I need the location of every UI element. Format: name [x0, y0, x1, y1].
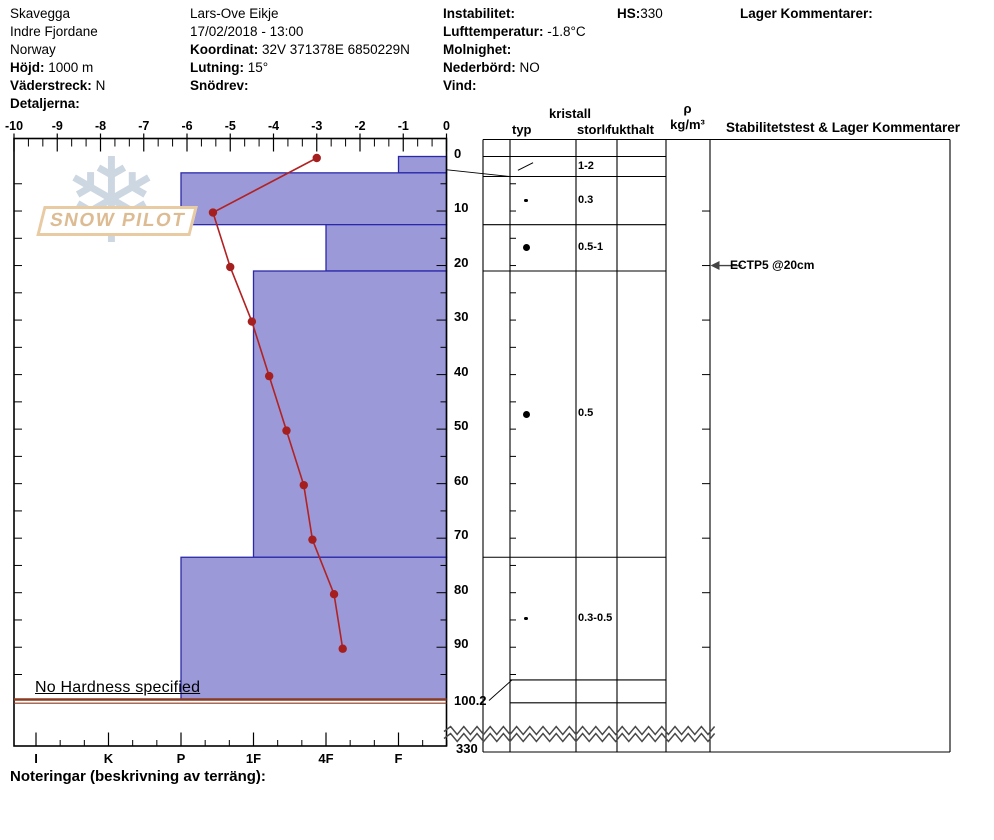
terrain-notes-label: Noteringar (beskrivning av terräng): — [10, 768, 266, 785]
depth-axis-label: 0 — [454, 145, 462, 161]
temp-axis-label: -3 — [311, 119, 323, 133]
grain-type-dot-icon — [522, 410, 530, 418]
temp-axis-label: -8 — [94, 119, 107, 133]
hardness-bar — [325, 224, 448, 272]
observation-datetime: 17/02/2018 - 13:00 — [190, 24, 304, 39]
stability-test-label: ECTP5 @20cm — [730, 258, 815, 272]
no-hardness-note: No Hardness specified — [35, 679, 201, 696]
snowpilot-logo: SNOW PILOT — [36, 206, 198, 236]
temperature-line — [211, 157, 344, 649]
depth-axis-label: 40 — [454, 363, 469, 379]
row-leader-line — [446, 169, 511, 177]
depth-break-zigzag — [443, 732, 716, 743]
depth-axis-label: 50 — [454, 418, 469, 434]
temp-axis-label: 0 — [443, 119, 450, 133]
snow-height-total: HS:330 — [617, 6, 663, 21]
total-depth-label: 330 — [456, 741, 478, 756]
depth-axis-label: 30 — [454, 309, 469, 325]
temperature-point — [308, 535, 317, 544]
temperature-point — [226, 262, 235, 272]
hardness-axis-label: F — [394, 751, 403, 766]
depth-axis-label: 80 — [454, 581, 469, 597]
grain-size-value: 0.5-1 — [578, 240, 604, 253]
temp-axis-label: -9 — [51, 119, 63, 133]
layer-comments-header: Lager Kommentarer: — [740, 6, 873, 21]
hardness-axis-label: 1F — [245, 751, 262, 766]
hardness-bar — [397, 155, 448, 174]
depth-axis-label: 60 — [454, 472, 469, 488]
details-row: Detaljerna: — [10, 96, 80, 111]
grain-type-dot-icon — [524, 198, 528, 203]
hardness-bar — [252, 270, 448, 558]
grain-size-value: 0.5 — [578, 407, 594, 420]
temperature-point — [247, 317, 257, 326]
wind-row: Vind: — [443, 78, 477, 93]
temperature-point — [208, 208, 218, 217]
header-weather-column: Instabilitet: Lufttemperatur: -1.8°C Mol… — [443, 5, 586, 95]
row-leader-line — [488, 679, 513, 701]
temp-axis-label: -6 — [181, 119, 193, 133]
temperature-point — [299, 480, 308, 490]
temp-axis-label: -2 — [354, 119, 366, 133]
density-symbol-header: ρ — [683, 101, 692, 116]
precip-row: Nederbörd: NO — [443, 60, 540, 75]
snowflake-icon: ❄ — [62, 136, 161, 268]
depth-axis-label: 90 — [454, 636, 469, 652]
hardness-axis-label: K — [103, 751, 114, 766]
kristall-header: kristall — [549, 106, 591, 121]
temperature-point — [329, 590, 339, 599]
temperature-point — [282, 426, 291, 435]
depth-break-zigzag — [443, 725, 716, 736]
snowdrift-row: Snödrev: — [190, 78, 249, 93]
temp-axis-label: -1 — [397, 119, 409, 133]
location-country: Norway — [10, 42, 56, 57]
hardness-axis-label: P — [176, 751, 186, 766]
slope-row: Lutning: 15° — [190, 60, 269, 75]
hardness-axis-label: I — [34, 751, 38, 766]
depth-axis-label: 10 — [454, 200, 469, 216]
depth-axis-label: 20 — [454, 254, 469, 270]
grain-type-dot-icon — [524, 616, 528, 621]
hardness-bar — [180, 556, 448, 701]
typ-header: typ — [512, 122, 532, 137]
instability-row: Instabilitet: — [443, 6, 516, 21]
temp-axis-label: -4 — [267, 119, 280, 133]
hardness-axis-label: 4F — [318, 751, 334, 766]
grain-size-value: 1-2 — [578, 159, 594, 172]
density-unit-header: kg/m³ — [670, 117, 705, 132]
temp-axis-label: -5 — [224, 119, 236, 133]
hardness-bar — [180, 172, 448, 226]
temperature-point — [264, 371, 274, 381]
fukthalt-header: fukthalt — [607, 122, 654, 137]
grain-size-value: 0.3 — [578, 193, 594, 206]
header-location-column: Skavegga Indre Fjordane Norway Höjd: 100… — [10, 5, 105, 113]
stability-test-arrowhead — [710, 261, 720, 271]
temp-axis-label: -7 — [138, 119, 150, 133]
temperature-point — [338, 644, 347, 653]
snowpilot-logo-text: SNOW PILOT — [48, 210, 188, 231]
header-observer-column: Lars-Ove Eikje 17/02/2018 - 13:00 Koordi… — [190, 5, 410, 95]
aspect-row: Väderstreck: N — [10, 78, 106, 93]
temperature-point — [312, 153, 321, 163]
stability-column-header: Stabilitetstest & Lager Kommentarer — [726, 120, 961, 135]
location-name: Skavegga — [10, 6, 71, 21]
temp-axis-label: -10 — [4, 119, 24, 133]
depth-axis-label: 70 — [454, 527, 469, 543]
coordinates-row: Koordinat: 32V 371378E 6850229N — [190, 42, 410, 57]
sky-row: Molnighet: — [443, 42, 512, 57]
grain-size-value: 0.3-0.5 — [578, 611, 613, 624]
observer-name: Lars-Ove Eikje — [190, 6, 279, 21]
elevation-row: Höjd: 1000 m — [10, 60, 94, 75]
grain-type-dot-icon — [522, 244, 530, 252]
location-region: Indre Fjordane — [10, 24, 98, 39]
airtemp-row: Lufttemperatur: -1.8°C — [443, 24, 586, 39]
pit-depth-label: 100.2 — [454, 692, 487, 708]
